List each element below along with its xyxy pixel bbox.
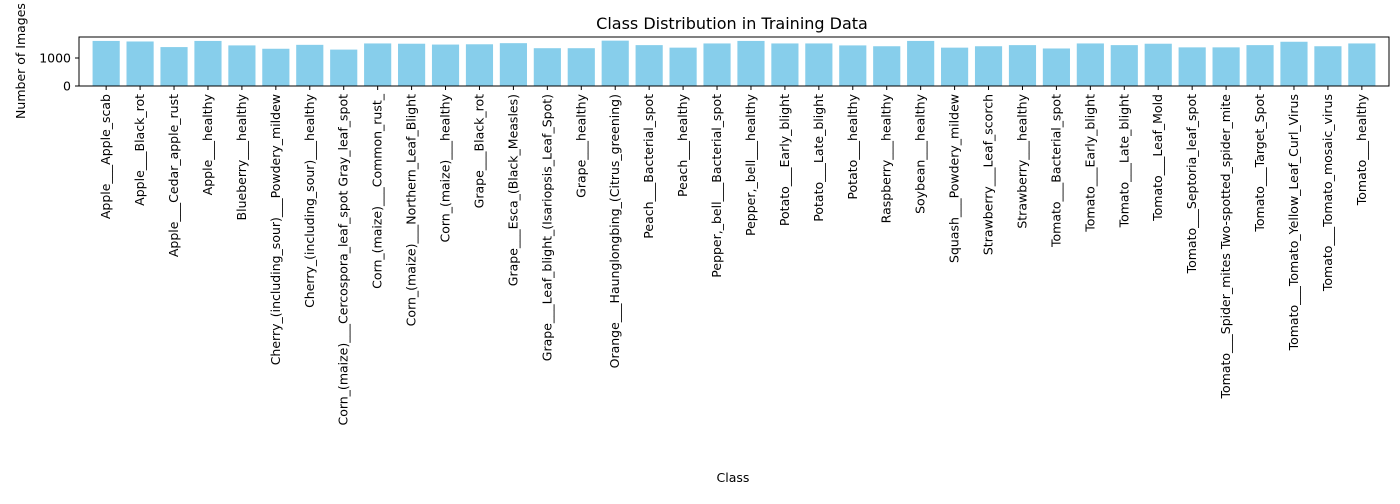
bar-20 [771, 43, 799, 86]
x-tick-label-1: Apple___Black_rot [132, 94, 147, 206]
x-tick-label-19: Pepper,_bell___healthy [743, 93, 758, 236]
bar-30 [1110, 45, 1138, 86]
bar-5 [262, 48, 290, 86]
x-tick-label-21: Potato___Late_blight [811, 94, 826, 222]
bar-4 [228, 45, 256, 86]
bar-35 [1280, 41, 1308, 86]
bar-28 [1042, 48, 1070, 86]
bar-16 [635, 45, 663, 86]
x-tick-label-33: Tomato___Spider_mites Two-spotted_spider… [1218, 94, 1233, 400]
x-tick-label-3: Apple___healthy [200, 93, 215, 195]
bar-34 [1246, 45, 1274, 86]
bar-21 [805, 43, 833, 86]
x-tick-label-7: Corn_(maize)___Cercospora_leaf_spot Gray… [336, 94, 351, 426]
bar-10 [431, 44, 460, 86]
bar-18 [703, 43, 731, 86]
x-tick-label-12: Grape___Esca_(Black_Measles) [505, 94, 520, 286]
bar-6 [296, 44, 324, 86]
x-tick-label-14: Grape___healthy [573, 93, 588, 197]
axes-group [78, 36, 1390, 87]
x-tick-label-16: Peach___Bacterial_spot [641, 94, 656, 239]
bar-29 [1076, 43, 1104, 86]
bar-15 [601, 40, 629, 86]
x-tick-label-11: Grape___Black_rot [471, 94, 486, 208]
x-tick-label-4: Blueberry___healthy [234, 93, 249, 220]
bar-31 [1144, 43, 1172, 86]
x-tick-label-18: Pepper,_bell___Bacterial_spot [709, 94, 724, 278]
bars-group [92, 40, 1376, 86]
bar-14 [567, 48, 595, 86]
bar-27 [1008, 45, 1037, 86]
x-tick-label-0: Apple___Apple_scab [98, 94, 113, 219]
x-tick-label-32: Tomato___Septoria_leaf_spot [1184, 94, 1199, 274]
x-tick-label-28: Tomato___Bacterial_spot [1048, 94, 1063, 248]
x-tick-label-29: Tomato___Early_blight [1082, 94, 1097, 233]
bar-12 [499, 43, 527, 86]
bar-17 [669, 47, 697, 86]
bar-8 [364, 43, 392, 86]
chart-title: Class Distribution in Training Data [596, 14, 868, 33]
x-tick-label-5: Cherry_(including_sour)___Powdery_mildew [268, 94, 283, 365]
x-tick-label-23: Raspberry___healthy [879, 93, 894, 223]
bar-13 [533, 48, 561, 86]
plot-frame [78, 36, 1390, 87]
x-tick-label-20: Potato___Early_blight [777, 94, 792, 226]
x-tick-label-13: Grape___Leaf_blight_(Isariopsis_Leaf_Spo… [539, 94, 554, 361]
x-ticks-group: Apple___Apple_scab Apple___Black_rot Apple… [98, 86, 1369, 426]
x-tick-label-17: Peach___healthy [675, 93, 690, 197]
bar-32 [1178, 47, 1206, 86]
bar-3 [194, 40, 222, 86]
x-tick-label-30: Tomato___Late_blight [1116, 94, 1131, 228]
x-tick-label-36: Tomato___Tomato_mosaic_virus [1320, 94, 1335, 292]
bar-37 [1348, 43, 1376, 86]
x-tick-label-34: Tomato___Target_Spot [1252, 94, 1267, 233]
y-axis-label: Number of Images [13, 3, 28, 119]
bar-36 [1314, 46, 1342, 86]
bar-24 [907, 40, 935, 86]
bar-33 [1212, 47, 1240, 86]
x-tick-label-35: Tomato___Tomato_Yellow_Leaf_Curl_Virus [1286, 94, 1301, 351]
x-tick-label-26: Strawberry___Leaf_scorch [981, 94, 996, 255]
bar-26 [974, 46, 1003, 86]
bar-22 [839, 45, 867, 86]
bar-25 [941, 47, 969, 86]
x-tick-label-8: Corn_(maize)___Common_rust_ [370, 93, 385, 289]
bar-23 [873, 46, 901, 86]
x-axis-label: Class [717, 470, 750, 485]
bar-1 [126, 41, 154, 86]
y-ticks-group: 0 1000 [39, 51, 79, 94]
bar-11 [465, 44, 494, 86]
x-tick-label-10: Corn_(maize)___healthy [438, 93, 453, 242]
x-tick-label-31: Tomato___Leaf_Mold [1150, 94, 1165, 222]
x-tick-label-24: Soybean___healthy [913, 93, 928, 214]
bar-19 [737, 40, 765, 86]
x-tick-label-27: Strawberry___healthy [1014, 93, 1029, 228]
bar-9 [398, 43, 426, 86]
x-tick-label-15: Orange___Haunglongbing_(Citrus_greening) [607, 94, 622, 368]
bar-7 [330, 49, 358, 86]
y-tick-label-1: 1000 [39, 51, 71, 66]
bar-0 [92, 40, 120, 86]
x-tick-label-25: Squash___Powdery_mildew [947, 94, 962, 263]
bar-2 [160, 47, 188, 86]
x-tick-label-6: Cherry_(including_sour)___healthy [302, 93, 317, 308]
y-tick-label-0: 0 [63, 79, 71, 94]
x-tick-label-22: Potato___healthy [845, 93, 860, 199]
x-tick-label-2: Apple___Cedar_apple_rust [166, 94, 181, 257]
x-tick-label-9: Corn_(maize)___Northern_Leaf_Blight [404, 94, 419, 326]
x-tick-label-37: Tomato___healthy [1354, 93, 1369, 206]
